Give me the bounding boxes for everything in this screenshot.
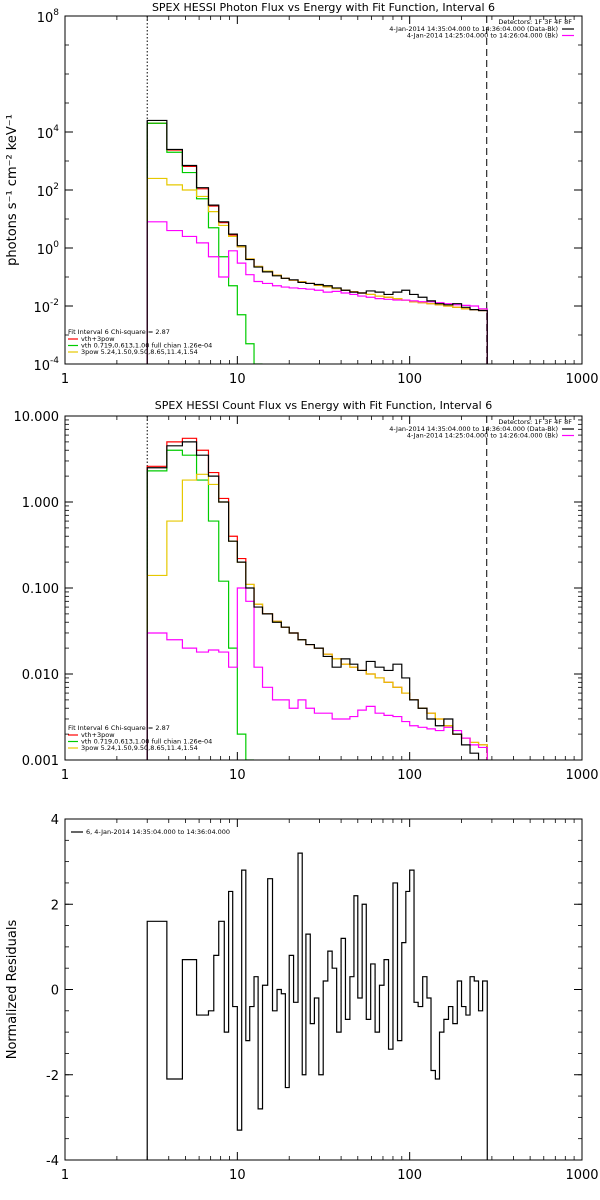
legend-entry-text: vth+3pow	[81, 731, 115, 739]
y-tick-label: 100	[37, 240, 60, 258]
legend-entry-text: 6, 4-Jan-2014 14:35:04.000 to 14:36:04.0…	[86, 828, 230, 836]
series-background	[146, 587, 488, 760]
x-tick-label: 1	[61, 1168, 69, 1183]
y-minor-ticks	[65, 419, 582, 735]
legend-entry-text: 4-Jan-2014 14:25:04.000 to 14:26:04.000 …	[407, 432, 558, 440]
x-minor-ticks	[116, 819, 575, 1160]
legend-top-right: Detectors: 1F 3F 4F 8F4-Jan-2014 14:35:0…	[389, 418, 574, 440]
series-background	[146, 221, 488, 364]
x-tick-label: 1000	[565, 768, 598, 783]
legend-entry-text: 3pow 5.24,1.50,9.50,8.65,11.4,1.54	[81, 744, 198, 752]
y-tick-label: 0.010	[22, 668, 59, 683]
chart-title: SPEX HESSI Count Flux vs Energy with Fit…	[155, 399, 492, 412]
y-tick-label: 0.001	[22, 754, 59, 769]
y-tick-label: 10-2	[33, 298, 59, 316]
x-tick-label: 100	[397, 1168, 422, 1183]
photon-flux-panel: SPEX HESSI Photon Flux vs Energy with Fi…	[5, 1, 599, 387]
y-tick-label: 108	[37, 8, 60, 26]
series-6-4-jan-2014-14-35-04-000-to-14-36-04-000	[146, 852, 488, 1160]
plot-frame	[64, 415, 583, 761]
count-flux-panel: SPEX HESSI Count Flux vs Energy with Fit…	[14, 399, 599, 783]
legend-entry-text: 3pow 5.24,1.50,9.50,8.65,11.4,1.54	[81, 348, 198, 356]
y-tick-label-base: 10	[37, 127, 54, 142]
x-minor-ticks	[116, 416, 575, 760]
series-group	[146, 437, 488, 760]
y-tick-label-exp: 0	[53, 240, 59, 250]
y-axis-label: photons s⁻¹ cm⁻² keV⁻¹	[5, 114, 20, 266]
series-group	[146, 852, 488, 1160]
y-tick-label: 4	[51, 813, 59, 828]
x-tick-label: 1000	[565, 1168, 598, 1183]
series-vth	[146, 122, 263, 364]
series-data	[146, 119, 488, 364]
legend-entry-text: 4-Jan-2014 14:35:04.000 to 14:36:04.000 …	[389, 25, 558, 33]
y-tick-label: -4	[46, 1154, 59, 1169]
y-tick-label: 0.100	[22, 582, 59, 597]
legend-top-left: 6, 4-Jan-2014 14:35:04.000 to 14:36:04.0…	[71, 828, 230, 836]
x-tick-label: 1	[61, 768, 69, 783]
y-tick-label: 104	[37, 124, 60, 142]
legend-title: Detectors: 1F 3F 4F 8F	[498, 418, 572, 426]
residuals-panel: 1 10 100 1000 -4 -2 0 2 4 Normalized Residuals 6, …	[5, 813, 599, 1183]
y-tick-label-base: 10	[37, 243, 54, 258]
y-tick-label-base: 10	[37, 185, 54, 200]
legend-title: Fit Interval 6 Chi-square = 2.87	[68, 328, 170, 336]
legend-entry-text: 4-Jan-2014 14:35:04.000 to 14:36:04.000 …	[389, 425, 558, 433]
y-tick-label-exp: 4	[53, 124, 59, 134]
x-tick-label: 10	[229, 768, 246, 783]
x-minor-ticks	[116, 16, 575, 364]
x-tick-label: 10	[229, 1168, 246, 1183]
x-tick-label: 100	[397, 768, 422, 783]
x-tick-label: 1000	[565, 372, 598, 387]
plot-frame	[64, 15, 583, 365]
legend-entry-text: vth 0.719,0.613,1.00 full chian 1.26e-04	[81, 738, 212, 746]
y-tick-label-base: 10	[33, 301, 50, 316]
y-tick-label: 102	[37, 182, 59, 200]
legend-entry-text: vth+3pow	[81, 335, 115, 343]
y-tick-label: 10.000	[14, 410, 60, 425]
x-tick-label: 10	[229, 372, 246, 387]
legend-title: Detectors: 1F 3F 4F 8F	[498, 18, 572, 26]
y-tick-label-base: 10	[33, 359, 50, 374]
y-tick-label-exp: -2	[50, 298, 59, 308]
y-tick-label-exp: 2	[53, 182, 59, 192]
y-tick-label: 1.000	[22, 496, 59, 511]
legend-entry-text: vth 0.719,0.613,1.00 full chian 1.26e-04	[81, 342, 212, 350]
chart-title: SPEX HESSI Photon Flux vs Energy with Fi…	[152, 1, 495, 14]
legend-title: Fit Interval 6 Chi-square = 2.87	[68, 724, 170, 732]
y-tick-label: 10-4	[33, 356, 59, 374]
y-tick-label-base: 10	[37, 11, 54, 26]
legend-bottom-left: Fit Interval 6 Chi-square = 2.87vth+3pow…	[68, 724, 212, 752]
y-tick-label: -2	[46, 1069, 59, 1084]
series-data	[146, 441, 488, 760]
y-tick-label-exp: 8	[53, 8, 59, 18]
x-tick-label: 100	[397, 372, 422, 387]
series-group	[146, 119, 488, 364]
plot-frame	[64, 818, 583, 1161]
legend-entry-text: 4-Jan-2014 14:25:04.000 to 14:26:04.000 …	[407, 32, 558, 40]
legend-bottom-left: Fit Interval 6 Chi-square = 2.87vth+3pow…	[68, 328, 212, 356]
x-tick-label: 1	[61, 372, 69, 387]
y-tick-label: 2	[51, 898, 59, 913]
y-tick-label: 0	[51, 984, 59, 999]
y-axis-label: Normalized Residuals	[5, 920, 20, 1060]
y-tick-label-exp: -4	[50, 356, 59, 366]
legend-top-right: Detectors: 1F 3F 4F 8F4-Jan-2014 14:35:0…	[389, 18, 574, 40]
